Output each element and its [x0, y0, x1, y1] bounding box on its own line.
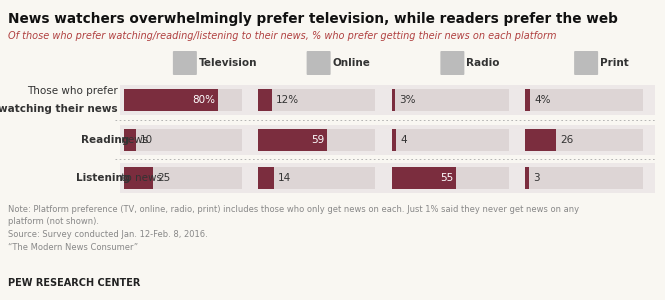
Text: Reading: Reading [81, 135, 129, 145]
Bar [120, 163, 655, 193]
Text: 12%: 12% [276, 95, 299, 105]
Bar [124, 89, 218, 111]
Bar [392, 129, 509, 151]
Bar [392, 89, 395, 111]
Text: 4%: 4% [534, 95, 551, 105]
Bar [258, 167, 376, 189]
Bar [258, 89, 376, 111]
Text: Online: Online [332, 58, 370, 68]
Text: 14: 14 [278, 173, 291, 183]
Text: Print: Print [600, 58, 629, 68]
Bar [258, 129, 327, 151]
Text: 3: 3 [533, 173, 539, 183]
FancyBboxPatch shape [440, 51, 464, 75]
Bar [525, 129, 643, 151]
Text: 10: 10 [140, 135, 153, 145]
Text: to news: to news [118, 173, 162, 183]
Bar [124, 129, 241, 151]
Bar [258, 89, 272, 111]
Bar [120, 85, 655, 115]
Bar [525, 167, 529, 189]
Text: 25: 25 [158, 173, 171, 183]
Bar [392, 89, 509, 111]
Text: Of those who prefer watching/reading/listening to their news, % who prefer getti: Of those who prefer watching/reading/lis… [8, 31, 557, 41]
Bar [124, 167, 154, 189]
Text: Note: Platform preference (TV, online, radio, print) includes those who only get: Note: Platform preference (TV, online, r… [8, 205, 579, 251]
Text: 26: 26 [560, 135, 573, 145]
Bar [258, 167, 274, 189]
Bar [120, 125, 655, 155]
Bar [525, 167, 643, 189]
Bar [525, 129, 556, 151]
FancyBboxPatch shape [173, 51, 197, 75]
Bar [525, 89, 530, 111]
Text: 55: 55 [440, 173, 454, 183]
Text: watching their news: watching their news [0, 104, 118, 114]
Bar [124, 167, 241, 189]
Text: 3%: 3% [399, 95, 416, 105]
Text: Listening: Listening [76, 173, 130, 183]
Text: News watchers overwhelmingly prefer television, while readers prefer the web: News watchers overwhelmingly prefer tele… [8, 12, 618, 26]
Text: PEW RESEARCH CENTER: PEW RESEARCH CENTER [8, 278, 140, 288]
FancyBboxPatch shape [307, 51, 331, 75]
Bar [124, 89, 241, 111]
Bar [525, 89, 643, 111]
Text: 59: 59 [311, 135, 325, 145]
Bar [392, 129, 396, 151]
Text: news: news [118, 135, 148, 145]
Text: 4: 4 [400, 135, 407, 145]
Text: Those who prefer: Those who prefer [27, 86, 118, 96]
FancyBboxPatch shape [574, 51, 598, 75]
Bar [124, 129, 136, 151]
Text: Television: Television [199, 58, 257, 68]
Bar [392, 167, 456, 189]
Text: 80%: 80% [192, 95, 215, 105]
Bar [392, 167, 509, 189]
Text: Radio: Radio [466, 58, 500, 68]
Bar [258, 129, 376, 151]
